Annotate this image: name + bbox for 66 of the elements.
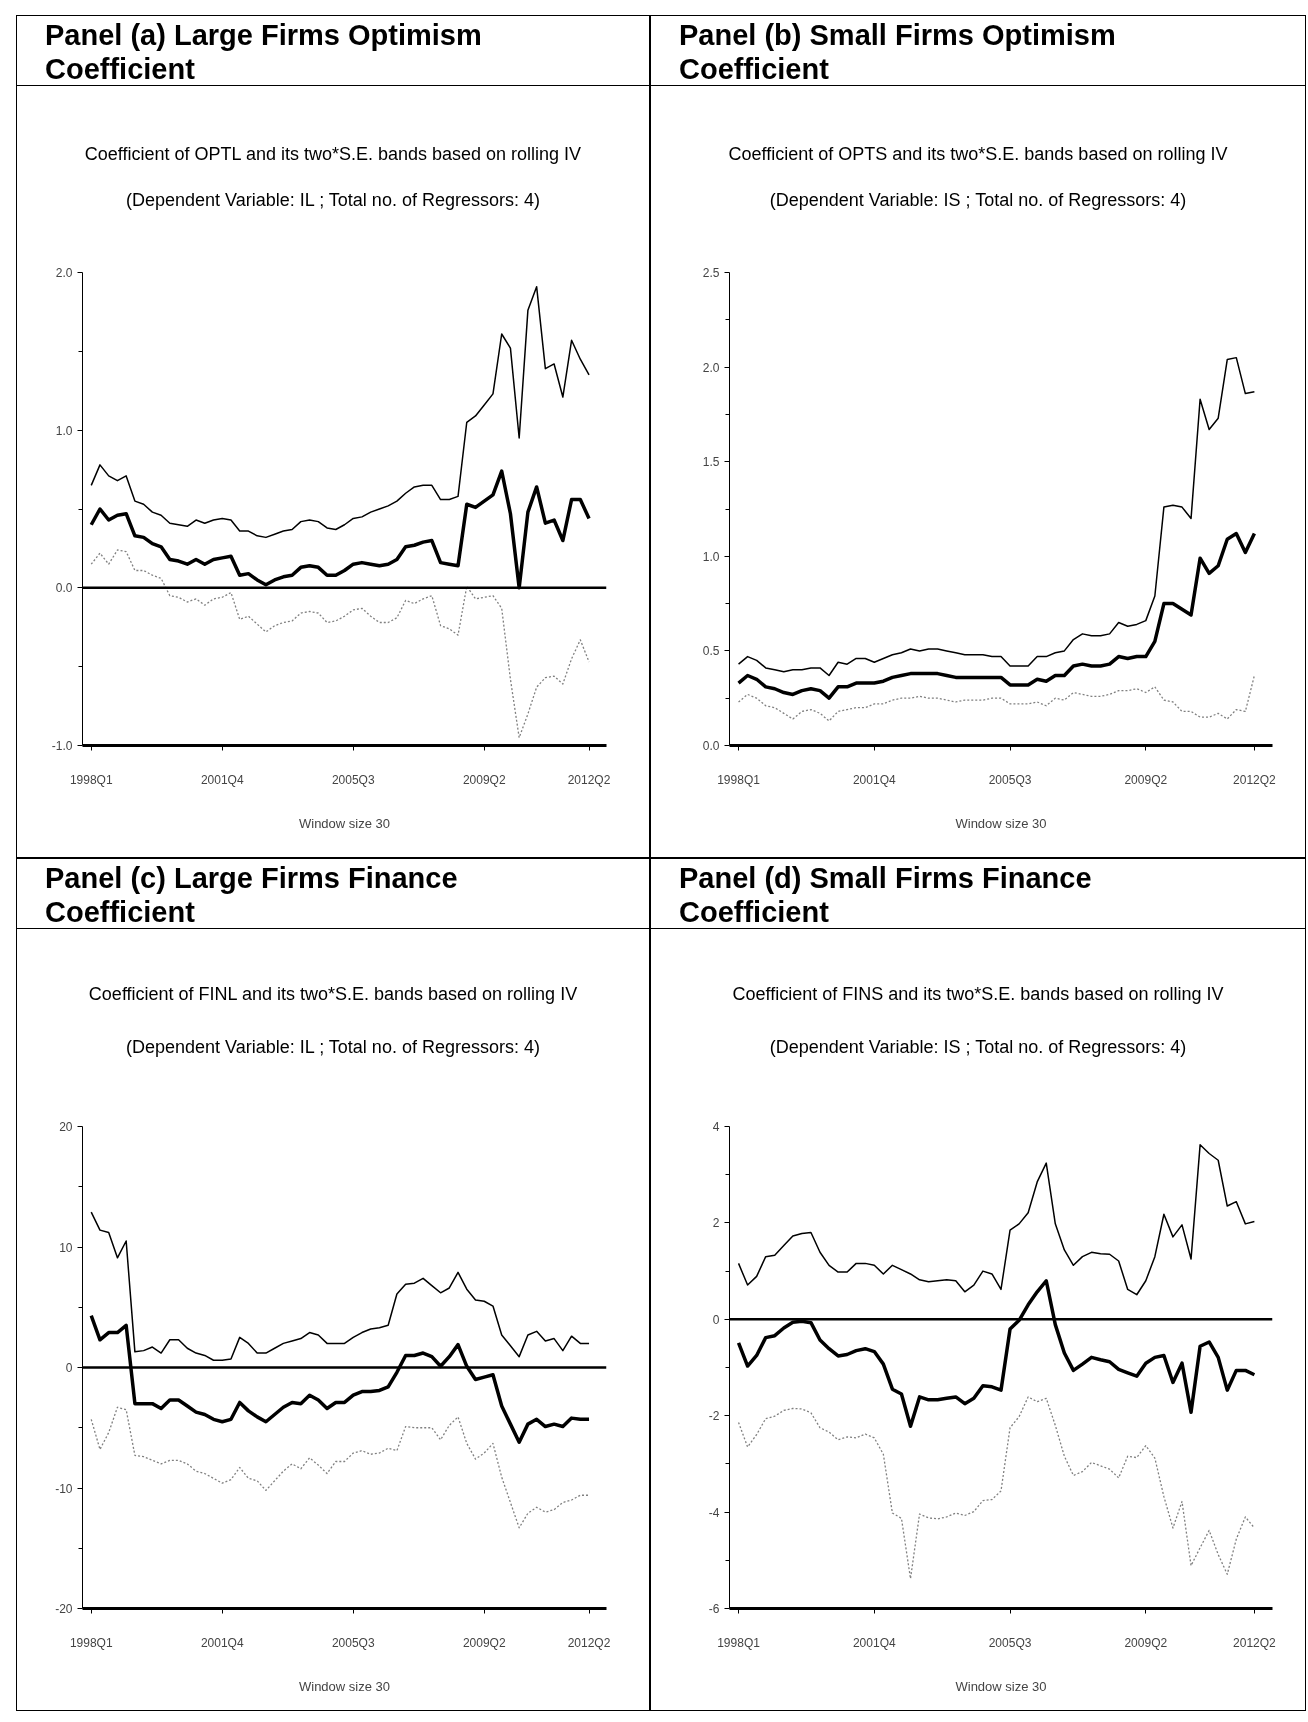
y-tick-label: 2.0 bbox=[702, 360, 720, 375]
line-series bbox=[737, 1144, 1256, 1296]
y-tick-label: -20 bbox=[55, 1602, 73, 1616]
line-series bbox=[90, 285, 590, 539]
x-tick-label: 2001Q4 bbox=[200, 772, 244, 787]
line-series bbox=[90, 549, 590, 739]
x-tick-label: 1998Q1 bbox=[717, 772, 761, 787]
x-tick-label: 2001Q4 bbox=[852, 772, 896, 787]
line-series bbox=[737, 1396, 1256, 1580]
text: (Dependent Variable: IL ; Total no. of Regressors: 4) bbox=[125, 1036, 541, 1058]
y-tick-label: 2 bbox=[712, 1216, 720, 1231]
x-tick-label: 2005Q3 bbox=[988, 1635, 1032, 1650]
y-tick-label: 2.0 bbox=[55, 266, 73, 280]
y-tick-label: 2.5 bbox=[702, 266, 720, 280]
x-tick-label: 2005Q3 bbox=[988, 772, 1032, 787]
x-axis-title: Window size 30 bbox=[298, 1678, 391, 1694]
y-tick-label: 1.0 bbox=[702, 549, 720, 564]
x-tick-label: 1998Q1 bbox=[69, 772, 113, 787]
chart-title: Panel (b) Small Firms Optimism Coefficient bbox=[650, 15, 1306, 86]
x-axis-title: Window size 30 bbox=[955, 815, 1047, 831]
text: (Dependent Variable: IS ; Total no. of Regressors: 4) bbox=[768, 1036, 1188, 1058]
y-tick-label: 0 bbox=[712, 1312, 720, 1327]
chart-title: Panel (a) Large Firms Optimism Coefficient bbox=[16, 15, 650, 86]
x-axis-title: Window size 30 bbox=[298, 815, 391, 831]
x-tick-label: 2009Q2 bbox=[1124, 1635, 1168, 1650]
line-series bbox=[90, 1211, 590, 1362]
x-tick-label: 2005Q3 bbox=[331, 1635, 375, 1650]
y-tick-label: 0 bbox=[65, 1361, 73, 1375]
y-tick-label: 1.5 bbox=[702, 455, 720, 470]
y-tick-label: -4 bbox=[708, 1505, 720, 1520]
y-tick-label: 0.0 bbox=[702, 739, 720, 753]
y-tick-label: -10 bbox=[55, 1481, 73, 1496]
x-tick-label: 2012Q2 bbox=[567, 772, 611, 787]
y-tick-label: -6 bbox=[708, 1602, 720, 1616]
y-tick-label: 1.0 bbox=[55, 423, 73, 438]
line-series bbox=[737, 674, 1256, 722]
y-tick-label: -1.0 bbox=[51, 739, 73, 753]
y-tick-label: 0.0 bbox=[55, 581, 73, 596]
y-tick-label: 10 bbox=[59, 1240, 73, 1255]
line-series bbox=[90, 1406, 590, 1529]
x-tick-label: 1998Q1 bbox=[717, 1635, 761, 1650]
y-tick-label: 4 bbox=[712, 1120, 720, 1134]
x-tick-label: 2009Q2 bbox=[462, 1635, 506, 1650]
chart-title: Panel (c) Large Firms Finance Coefficient bbox=[16, 858, 650, 929]
chart-title: Panel (d) Small Firms Finance Coefficient bbox=[650, 858, 1306, 929]
y-tick-label: 20 bbox=[59, 1120, 73, 1134]
line-series bbox=[737, 356, 1256, 677]
x-tick-label: 2009Q2 bbox=[462, 772, 506, 787]
line-series bbox=[736, 531, 1257, 700]
chart-subtitle: Coefficient of OPTL and its two*S.E. bands based on rolling IV bbox=[83, 143, 583, 165]
x-tick-label: 2012Q2 bbox=[567, 1635, 611, 1650]
x-tick-label: 2009Q2 bbox=[1124, 772, 1168, 787]
x-tick-label: 1998Q1 bbox=[69, 1635, 113, 1650]
text: (Dependent Variable: IS ; Total no. of Regressors: 4) bbox=[768, 189, 1188, 211]
x-tick-label: 2012Q2 bbox=[1233, 1635, 1277, 1650]
x-tick-label: 2012Q2 bbox=[1233, 772, 1277, 787]
text: (Dependent Variable: IL ; Total no. of Regressors: 4) bbox=[125, 189, 541, 211]
chart-subtitle: Coefficient of FINS and its two*S.E. bands based on rolling IV bbox=[731, 983, 1225, 1005]
x-tick-label: 2001Q4 bbox=[852, 1635, 896, 1650]
y-tick-label: -2 bbox=[708, 1409, 720, 1424]
chart-subtitle: Coefficient of FINL and its two*S.E. bands based on rolling IV bbox=[87, 983, 579, 1005]
x-tick-label: 2005Q3 bbox=[331, 772, 375, 787]
chart-subtitle: Coefficient of OPTS and its two*S.E. bands based on rolling IV bbox=[727, 143, 1229, 165]
x-axis-title: Window size 30 bbox=[955, 1678, 1047, 1694]
x-tick-label: 2001Q4 bbox=[200, 1635, 244, 1650]
y-tick-label: 0.5 bbox=[702, 644, 720, 659]
